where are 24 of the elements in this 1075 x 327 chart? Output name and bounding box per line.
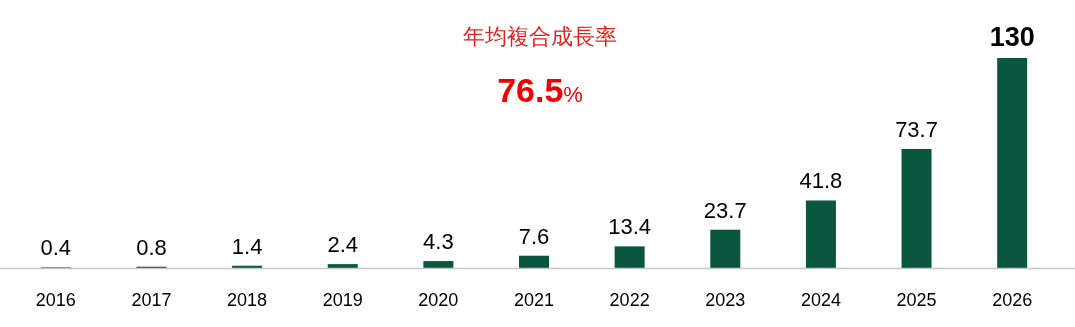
chart-title: 年均複合成長率 [463, 24, 617, 49]
x-tick-label: 2021 [513, 290, 555, 310]
annotation: 76.5% [497, 71, 583, 109]
data-label: 41.8 [799, 168, 843, 194]
x-tick-label: 2016 [35, 290, 76, 310]
data-label: 1.4 [231, 233, 263, 259]
data-label: 0.8 [136, 234, 167, 260]
data-label: 130 [989, 22, 1035, 52]
data-label: 23.7 [703, 197, 747, 223]
data-label: 2.4 [327, 232, 359, 258]
x-tick-label: 2024 [800, 290, 841, 310]
data-label: 7.6 [518, 223, 550, 249]
x-tick-label: 2018 [227, 290, 268, 310]
x-tick-label: 2025 [896, 290, 937, 310]
x-tick-label: 2022 [609, 290, 650, 310]
data-label: 0.4 [40, 235, 72, 261]
data-label: 73.7 [895, 116, 938, 142]
data-label: 13.4 [608, 214, 652, 240]
data-label: 4.3 [423, 229, 454, 255]
x-tick-label: 2019 [322, 290, 363, 310]
x-tick-label: 2020 [418, 290, 459, 310]
x-tick-label: 2023 [705, 290, 746, 310]
x-tick-label: 2026 [992, 290, 1033, 310]
x-tick-label: 2017 [131, 290, 172, 310]
